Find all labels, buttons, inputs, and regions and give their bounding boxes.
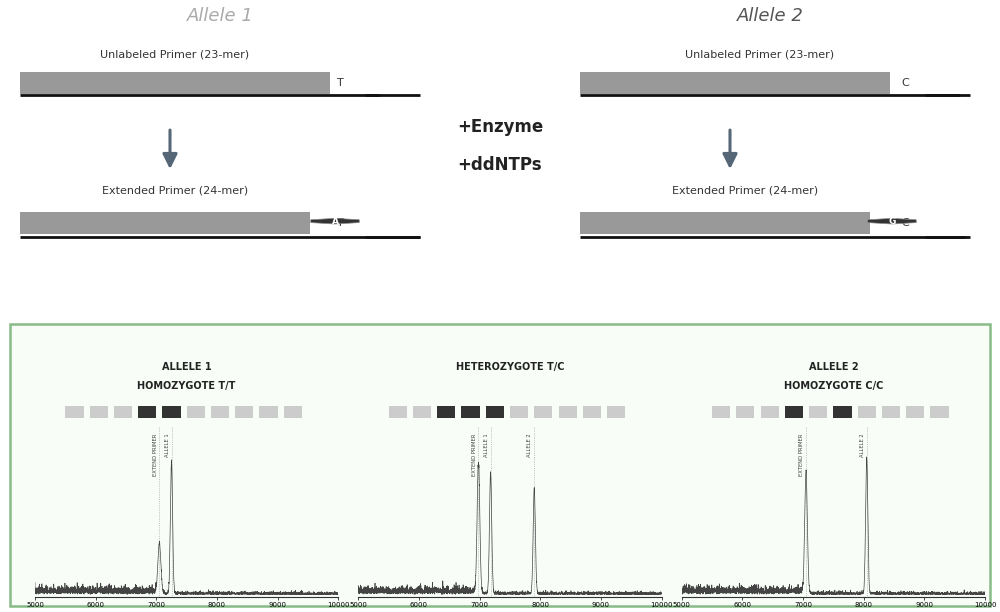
Bar — [785, 406, 803, 419]
Bar — [809, 406, 827, 419]
Bar — [187, 406, 205, 419]
Bar — [583, 406, 601, 419]
Bar — [20, 72, 330, 94]
Text: T: T — [337, 78, 343, 88]
Bar — [906, 406, 924, 419]
Text: ALLELE 2: ALLELE 2 — [809, 362, 858, 373]
Bar — [580, 72, 890, 94]
Text: C: C — [901, 78, 909, 88]
Bar — [580, 212, 870, 234]
Bar — [138, 406, 156, 419]
Bar — [510, 406, 528, 419]
Text: C: C — [901, 218, 909, 228]
Text: Allele 2: Allele 2 — [737, 7, 803, 25]
Bar — [20, 212, 310, 234]
Bar — [437, 406, 455, 419]
Bar — [736, 406, 754, 419]
Bar — [259, 406, 278, 419]
Bar — [930, 406, 949, 419]
Bar — [486, 406, 504, 419]
Bar — [534, 406, 552, 419]
Bar — [559, 406, 577, 419]
Bar — [413, 406, 431, 419]
Text: Extended Primer (24-mer): Extended Primer (24-mer) — [672, 186, 818, 196]
Bar — [65, 406, 84, 419]
Bar — [90, 406, 108, 419]
Bar — [389, 406, 407, 419]
Text: Unlabeled Primer (23-mer): Unlabeled Primer (23-mer) — [685, 49, 835, 59]
Text: +Enzyme: +Enzyme — [457, 118, 543, 136]
Text: ALLELE 2: ALLELE 2 — [860, 434, 865, 458]
Bar — [211, 406, 229, 419]
Bar — [882, 406, 900, 419]
Text: A: A — [332, 217, 338, 226]
Bar — [858, 406, 876, 419]
Bar — [162, 406, 181, 419]
Bar — [461, 406, 480, 419]
Text: Allele 1: Allele 1 — [187, 7, 253, 25]
Bar — [235, 406, 253, 419]
Text: HETEROZYGOTE T/C: HETEROZYGOTE T/C — [456, 362, 564, 373]
Bar — [761, 406, 779, 419]
Text: Extended Primer (24-mer): Extended Primer (24-mer) — [102, 186, 248, 196]
Bar — [114, 406, 132, 419]
Bar — [607, 406, 625, 419]
Bar — [833, 406, 852, 419]
Text: EXTEND PRIMER: EXTEND PRIMER — [799, 434, 804, 476]
Text: ALLELE 2: ALLELE 2 — [527, 434, 532, 458]
Text: ALLELE 1: ALLELE 1 — [165, 434, 170, 458]
Text: +ddNTPs: +ddNTPs — [458, 157, 542, 174]
Text: ALLELE 1: ALLELE 1 — [484, 434, 489, 458]
Text: T: T — [337, 218, 343, 228]
Text: Unlabeled Primer (23-mer): Unlabeled Primer (23-mer) — [100, 49, 250, 59]
Text: HOMOZYGOTE T/T: HOMOZYGOTE T/T — [137, 381, 236, 391]
Polygon shape — [311, 218, 359, 224]
Text: ALLELE 1: ALLELE 1 — [162, 362, 211, 373]
Bar — [712, 406, 730, 419]
Text: HOMOZYGOTE C/C: HOMOZYGOTE C/C — [784, 381, 883, 391]
Text: EXTEND PRIMER: EXTEND PRIMER — [153, 434, 158, 476]
Text: EXTEND PRIMER: EXTEND PRIMER — [472, 434, 477, 476]
FancyBboxPatch shape — [10, 324, 990, 606]
Bar — [284, 406, 302, 419]
Polygon shape — [868, 218, 916, 224]
Text: G: G — [888, 217, 896, 226]
